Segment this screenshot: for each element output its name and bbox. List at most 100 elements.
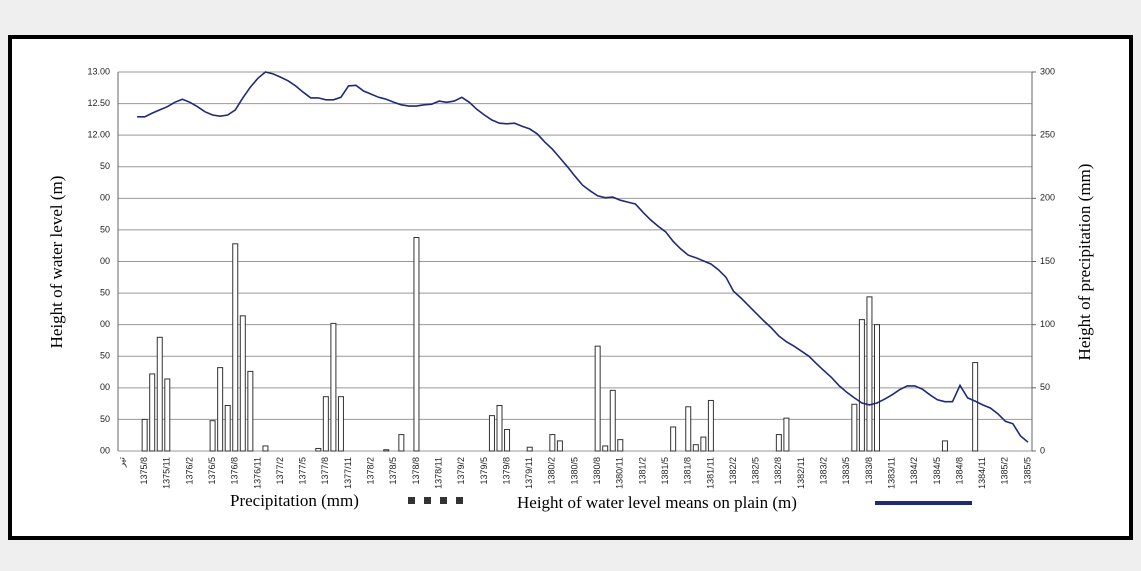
- bar: [504, 429, 511, 452]
- bar: [594, 345, 601, 452]
- x-tick-label: 1381/11: [705, 457, 715, 489]
- y-tick-label: 13.00: [87, 66, 110, 76]
- x-tick-label: 1378/2: [366, 457, 376, 485]
- bar: [783, 417, 790, 452]
- x-tick-label: 1382/2: [728, 457, 738, 485]
- bar: [617, 439, 624, 452]
- bar: [232, 243, 239, 452]
- legend-label: Precipitation (mm): [230, 491, 359, 510]
- bar: [224, 405, 231, 452]
- legend-swatch: [424, 497, 431, 504]
- y2-axis-title: Height of precipitation (mm): [1075, 164, 1094, 361]
- y2-tick-label: 0: [1040, 445, 1045, 455]
- y-axis-title: Height of water level (m): [47, 176, 66, 349]
- y-tick-label: 00: [100, 193, 110, 203]
- x-tick-label: 1384/2: [909, 457, 919, 485]
- x-tick-label: تير: [116, 457, 127, 469]
- x-tick-label: 1379/2: [456, 457, 466, 485]
- x-tick-label: 1379/8: [501, 457, 511, 485]
- x-tick-label: 1378/5: [388, 457, 398, 485]
- y-tick-label: 50: [100, 351, 110, 361]
- x-tick-label: 1381/2: [637, 457, 647, 485]
- y-tick-label: 50: [100, 414, 110, 424]
- bar: [526, 446, 533, 452]
- x-tick-label: 1382/8: [773, 457, 783, 485]
- bar: [775, 434, 782, 452]
- legend-label: Height of water level means on plain (m): [517, 493, 797, 512]
- x-tick-label: 1375/11: [162, 457, 172, 489]
- x-tick-label: 1381/8: [683, 457, 693, 485]
- bar: [972, 362, 979, 452]
- y-tick-label: 00: [100, 256, 110, 266]
- y-tick-label: 12.50: [87, 98, 110, 108]
- bar: [217, 367, 224, 452]
- y-tick-label: 12.00: [87, 130, 110, 140]
- bar: [239, 315, 246, 452]
- bar: [330, 322, 337, 452]
- bar: [496, 405, 503, 452]
- legend-swatch: [456, 497, 463, 504]
- bar: [398, 434, 405, 452]
- x-tick-label: 1377/2: [275, 457, 285, 485]
- frame: [8, 35, 1133, 540]
- x-tick-label: 1377/5: [298, 457, 308, 485]
- x-tick-label: 1383/11: [886, 457, 896, 489]
- x-tick-label: 1381/5: [660, 457, 670, 485]
- bar: [851, 403, 858, 452]
- bar: [488, 415, 495, 452]
- legend-swatch: [408, 497, 415, 504]
- bar: [383, 449, 390, 452]
- bar: [315, 447, 322, 452]
- bar: [413, 236, 420, 452]
- bar: [156, 336, 163, 452]
- x-tick-label: 1379/5: [479, 457, 489, 485]
- x-tick-label: 1380/11: [615, 457, 625, 489]
- x-tick-label: 1380/8: [592, 457, 602, 485]
- x-tick-label: 1376/5: [207, 457, 217, 485]
- x-tick-label: 1380/5: [569, 457, 579, 485]
- bar: [556, 440, 563, 452]
- bar: [670, 426, 677, 452]
- y2-tick-label: 200: [1040, 193, 1055, 203]
- bar: [262, 445, 269, 452]
- x-tick-label: 1383/2: [819, 457, 829, 485]
- x-tick-label: 1376/11: [252, 457, 262, 489]
- bar: [685, 406, 692, 452]
- bar: [941, 440, 948, 452]
- legend-swatch: [440, 497, 447, 504]
- x-tick-label: 1379/11: [524, 457, 534, 489]
- x-tick-label: 1384/5: [932, 457, 942, 485]
- x-tick-label: 1385/2: [1000, 457, 1010, 485]
- bar: [858, 319, 865, 452]
- bar: [337, 396, 344, 452]
- x-tick-label: 1376/8: [230, 457, 240, 485]
- bar: [609, 389, 616, 452]
- y2-tick-label: 100: [1040, 319, 1055, 329]
- x-tick-label: 1376/2: [184, 457, 194, 485]
- y2-tick-label: 250: [1040, 130, 1055, 140]
- x-tick-label: 1377/8: [320, 457, 330, 485]
- x-tick-label: 1384/11: [977, 457, 987, 489]
- bar: [602, 445, 609, 452]
- x-tick-label: 1382/5: [751, 457, 761, 485]
- bar: [874, 324, 880, 452]
- bar: [866, 296, 873, 452]
- x-tick-label: 1375/8: [139, 457, 149, 485]
- x-tick-label: 1383/8: [864, 457, 874, 485]
- bar: [209, 420, 216, 452]
- bar: [164, 378, 171, 452]
- y-tick-label: 00: [100, 382, 110, 392]
- y2-tick-label: 300: [1040, 66, 1055, 76]
- y-tick-label: 50: [100, 224, 110, 234]
- x-tick-label: 1378/8: [411, 457, 421, 485]
- x-tick-label: 1385/5: [1022, 457, 1032, 485]
- bar: [700, 436, 707, 452]
- x-tick-label: 1377/11: [343, 457, 353, 489]
- bar: [141, 418, 148, 452]
- y-tick-label: 00: [100, 445, 110, 455]
- x-tick-label: 1382/11: [796, 457, 806, 489]
- bar: [149, 373, 156, 452]
- x-tick-label: 1384/8: [954, 457, 964, 485]
